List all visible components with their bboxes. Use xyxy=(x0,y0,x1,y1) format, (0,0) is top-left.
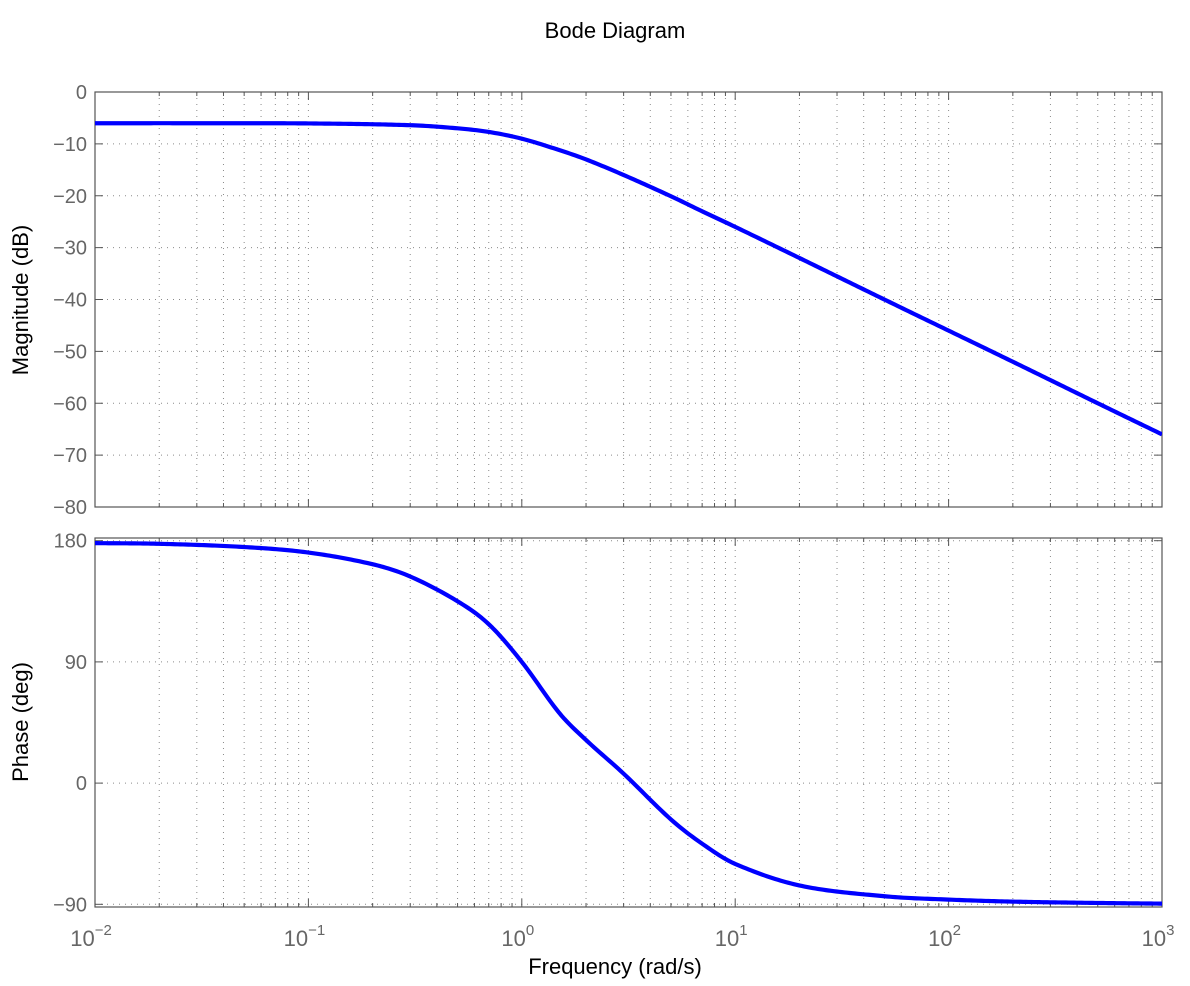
magnitude-plot: 0 −10 −20 −30 −40 −50 −60 −70 −80 xyxy=(53,82,1163,519)
magnitude-ytick-label: −40 xyxy=(53,290,87,312)
magnitude-ytick-label: −70 xyxy=(53,445,87,467)
phase-ytick-label: 0 xyxy=(76,773,87,795)
magnitude-ytick-label: −50 xyxy=(53,341,87,363)
frequency-tick-label: 102 xyxy=(928,922,961,951)
frequency-tick-labels: 10−2 10−1 100 101 102 103 xyxy=(70,922,1174,951)
phase-axis-label: Phase (deg) xyxy=(8,662,33,782)
phase-axes-frame xyxy=(94,537,1163,908)
frequency-tick-label: 100 xyxy=(501,922,534,951)
frequency-axis-label: Frequency (rad/s) xyxy=(528,954,702,979)
phase-plot: 180 90 0 −90 xyxy=(53,531,1163,916)
magnitude-ytick-label: −30 xyxy=(53,238,87,260)
magnitude-ytick-label: 0 xyxy=(76,82,87,104)
frequency-tick-label: 103 xyxy=(1142,922,1175,951)
magnitude-ytick-label: −80 xyxy=(53,497,87,519)
magnitude-ytick-label: −60 xyxy=(53,393,87,415)
magnitude-ytick-label: −20 xyxy=(53,186,87,208)
magnitude-axis-label: Magnitude (dB) xyxy=(8,225,33,375)
magnitude-series-line xyxy=(95,121,1162,437)
chart-title: Bode Diagram xyxy=(545,18,686,43)
frequency-tick-label: 101 xyxy=(715,922,748,951)
phase-ytick-label: −90 xyxy=(53,894,87,916)
frequency-tick-label: 10−2 xyxy=(70,922,112,951)
frequency-tick-label: 10−1 xyxy=(284,922,326,951)
magnitude-ytick-label: −10 xyxy=(53,134,87,156)
phase-ytick-label: 180 xyxy=(54,531,87,553)
phase-ytick-label: 90 xyxy=(65,652,87,674)
phase-series-line xyxy=(95,541,1162,906)
